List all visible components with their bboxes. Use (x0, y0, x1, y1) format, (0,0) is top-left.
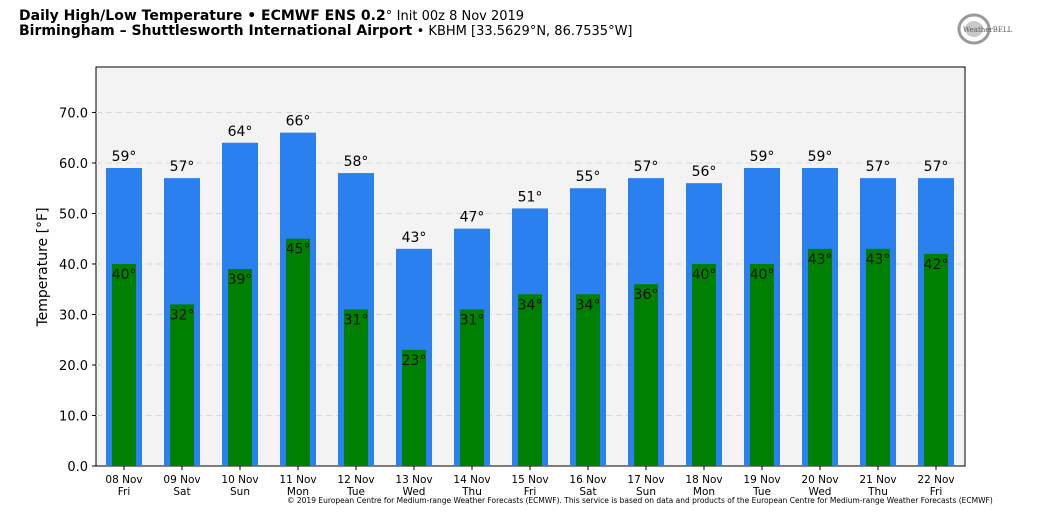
low-bar (866, 248, 890, 466)
title-main: Daily High/Low Temperature • ECMWF ENS 0… (19, 8, 386, 24)
y-tick-label: 60.0 (59, 157, 88, 172)
low-value-label: 34° (576, 297, 601, 313)
logo-text: WeatherBELL (963, 26, 1013, 34)
low-bar (750, 263, 774, 466)
low-value-label: 43° (808, 252, 833, 268)
y-tick-label: 50.0 (59, 207, 88, 222)
low-bar (112, 263, 136, 466)
x-tick-date: 15 Nov (511, 474, 548, 486)
x-tick-weekday: Sat (579, 486, 596, 498)
weatherbell-logo-icon: WeatherBELL (957, 13, 1013, 45)
low-bar (344, 309, 368, 466)
high-value-label: 57° (924, 159, 949, 175)
x-tick-weekday: Fri (930, 486, 943, 498)
x-tick-date: 20 Nov (801, 474, 838, 486)
low-bar (634, 284, 658, 466)
low-value-label: 31° (344, 312, 369, 328)
low-bar (924, 253, 948, 466)
low-value-label: 40° (750, 267, 775, 283)
x-tick-date: 22 Nov (917, 474, 954, 486)
location-info: • KBHM [33.5629°N, 86.7535°W] (416, 24, 633, 39)
x-tick-date: 10 Nov (221, 474, 258, 486)
low-bar (576, 294, 600, 466)
low-value-label: 34° (518, 297, 543, 313)
low-value-label: 43° (866, 252, 891, 268)
x-tick-weekday: Tue (752, 486, 771, 498)
low-bar (692, 263, 716, 466)
x-tick-date: 08 Nov (105, 474, 142, 486)
low-bar (170, 304, 194, 466)
y-axis: 0.0 10.0 20.0 30.0 40.0 50.0 60.0 70.0 (59, 106, 96, 475)
x-tick-date: 18 Nov (685, 474, 722, 486)
title-init: Init 00z 8 Nov 2019 (396, 9, 525, 24)
x-tick-weekday: Sat (173, 486, 190, 498)
x-tick-weekday: Mon (287, 486, 309, 498)
x-tick-weekday: Sun (636, 486, 656, 498)
low-value-label: 42° (924, 257, 949, 273)
y-tick-label: 30.0 (59, 308, 88, 323)
high-value-label: 66° (286, 114, 311, 130)
x-tick-weekday: Tue (346, 486, 365, 498)
high-value-label: 58° (344, 154, 369, 170)
high-value-label: 59° (808, 149, 833, 165)
bars: 59° 40° 57° 32° 64° 39° 66° 45° 58° 31° 43° 23° 47° 3… (106, 114, 954, 466)
low-value-label: 40° (692, 267, 717, 283)
low-value-label: 23° (402, 353, 427, 369)
high-value-label: 57° (634, 159, 659, 175)
y-tick-label: 0.0 (67, 460, 88, 475)
x-tick-date: 17 Nov (627, 474, 664, 486)
high-value-label: 51° (518, 189, 543, 205)
x-tick-weekday: Wed (809, 486, 832, 498)
high-value-label: 57° (170, 159, 195, 175)
x-tick-weekday: Thu (461, 486, 482, 498)
low-bar (402, 349, 426, 466)
high-value-label: 55° (576, 169, 601, 185)
y-tick-label: 70.0 (59, 106, 88, 121)
high-value-label: 57° (866, 159, 891, 175)
low-value-label: 45° (286, 242, 311, 258)
low-bar (460, 309, 484, 466)
x-tick-date: 19 Nov (743, 474, 780, 486)
x-tick-weekday: Wed (403, 486, 426, 498)
low-value-label: 31° (460, 312, 485, 328)
title-degree: ° (385, 9, 393, 24)
x-tick-weekday: Mon (693, 486, 715, 498)
copyright-notice: © 2019 European Centre for Medium-range … (287, 496, 993, 505)
x-tick-date: 21 Nov (859, 474, 896, 486)
low-bar (808, 248, 832, 466)
y-tick-label: 10.0 (59, 409, 88, 424)
high-value-label: 56° (692, 164, 717, 180)
low-bar (228, 269, 252, 466)
high-value-label: 43° (402, 230, 427, 246)
chart-title: Daily High/Low Temperature • ECMWF ENS 0… (19, 8, 524, 24)
high-value-label: 59° (112, 149, 137, 165)
x-tick-weekday: Fri (524, 486, 537, 498)
y-tick-label: 20.0 (59, 359, 88, 374)
y-axis-label: Temperature [°F] (35, 207, 51, 327)
low-value-label: 36° (634, 287, 659, 303)
y-tick-label: 40.0 (59, 258, 88, 273)
high-value-label: 59° (750, 149, 775, 165)
x-tick-date: 16 Nov (569, 474, 606, 486)
x-tick-date: 12 Nov (337, 474, 374, 486)
location-name: Birmingham – Shuttlesworth International… (19, 23, 413, 39)
low-value-label: 40° (112, 267, 137, 283)
x-tick-date: 13 Nov (395, 474, 432, 486)
x-tick-weekday: Thu (867, 486, 888, 498)
x-tick-weekday: Fri (118, 486, 131, 498)
low-value-label: 32° (170, 307, 195, 323)
x-tick-weekday: Sun (230, 486, 250, 498)
low-bar (518, 294, 542, 466)
low-value-label: 39° (228, 272, 253, 288)
low-bar (286, 238, 310, 466)
chart-subtitle: Birmingham – Shuttlesworth International… (19, 23, 633, 39)
x-tick-date: 09 Nov (163, 474, 200, 486)
high-value-label: 47° (460, 210, 485, 226)
x-tick-date: 14 Nov (453, 474, 490, 486)
high-value-label: 64° (228, 124, 253, 140)
x-tick-date: 11 Nov (279, 474, 316, 486)
